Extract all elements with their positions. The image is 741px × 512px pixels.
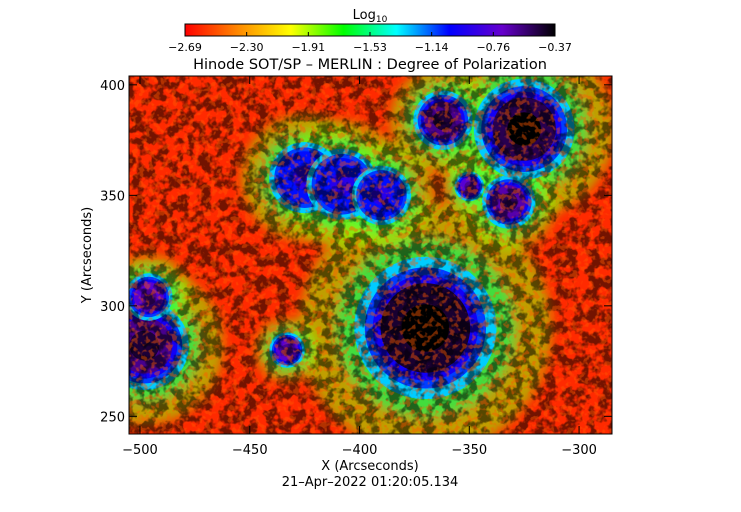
y-axis-ticks: 250 300 350 400 bbox=[100, 79, 612, 425]
heatmap-speckle bbox=[129, 76, 612, 434]
colorbar-tick-label: −0.37 bbox=[538, 41, 572, 54]
colorbar-tick-label: −1.91 bbox=[291, 41, 325, 54]
chart-title: Hinode SOT/SP – MERLIN : Degree of Polar… bbox=[193, 57, 547, 73]
y-tick-label: 350 bbox=[100, 189, 125, 204]
x-tick-label: −350 bbox=[451, 443, 487, 458]
x-axis-ticks: −500 −450 −400 −350 −300 bbox=[122, 76, 597, 458]
y-tick-label: 400 bbox=[100, 79, 125, 94]
colorbar-tick-label: −1.53 bbox=[353, 41, 387, 54]
plot-frame bbox=[128, 75, 613, 435]
y-tick-label: 300 bbox=[100, 300, 125, 315]
colorbar-label: Log10 bbox=[353, 8, 388, 25]
x-tick-label: −500 bbox=[122, 443, 158, 458]
colorbar-tick-label: −2.69 bbox=[168, 41, 202, 54]
x-tick-label: −450 bbox=[232, 443, 268, 458]
y-axis-label: Y (Arcseconds) bbox=[80, 207, 95, 304]
y-tick-label: 250 bbox=[100, 410, 125, 425]
x-axis-label: X (Arcseconds) bbox=[321, 459, 418, 474]
timestamp: 21–Apr–2022 01:20:05.134 bbox=[282, 475, 459, 490]
colorbar-ticks: −2.69 −2.30 −1.91 −1.53 −1.14 −0.76 −0.37 bbox=[168, 32, 572, 54]
colorbar-tick-label: −0.76 bbox=[476, 41, 510, 54]
heatmap-image bbox=[129, 76, 612, 434]
x-tick-label: −400 bbox=[342, 443, 378, 458]
x-tick-label: −300 bbox=[561, 443, 597, 458]
colorbar-tick-label: −2.30 bbox=[230, 41, 264, 54]
colorbar-tick-label: −1.14 bbox=[415, 41, 449, 54]
